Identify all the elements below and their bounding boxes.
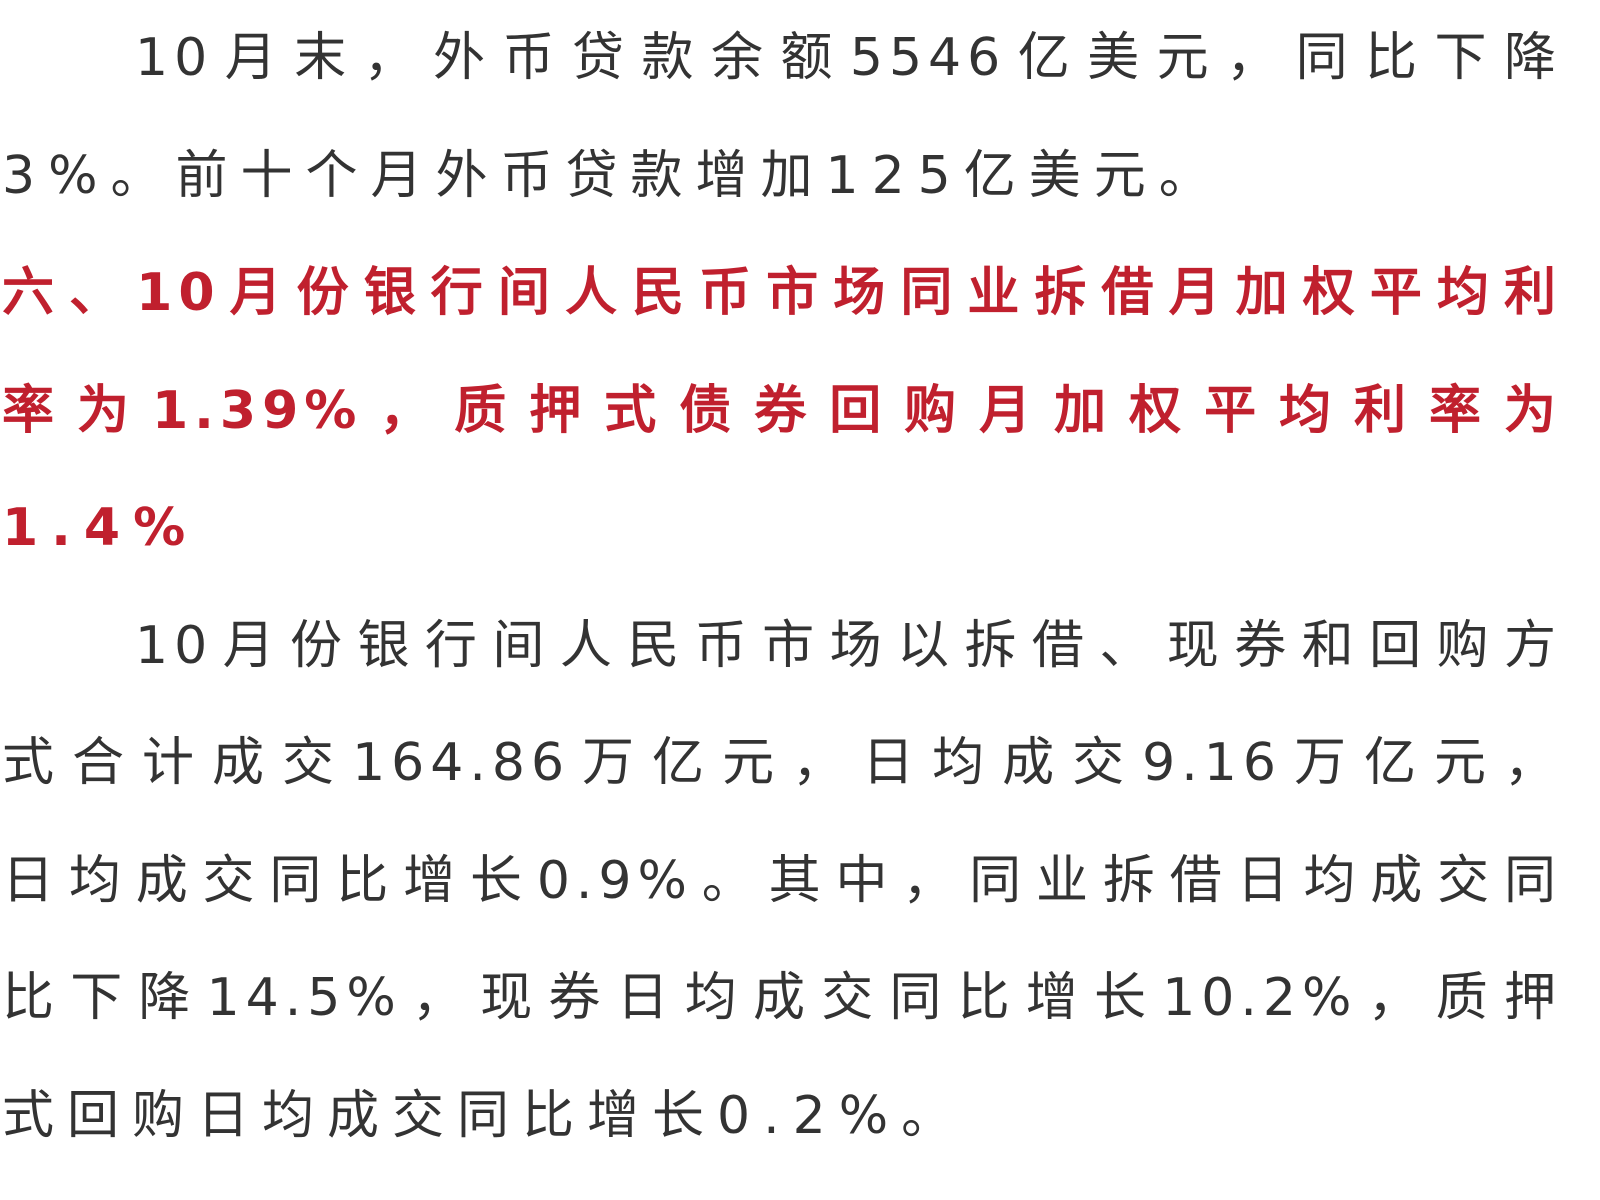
text-line: 3%。前十个月外币贷款增加125亿美元。 — [2, 145, 1224, 206]
text-line: 式合计成交164.86万亿元，日均成交9.16万亿元， — [2, 733, 1562, 793]
text-line: 日均成交同比增长0.9%。其中，同业拆借日均成交同 — [2, 850, 1562, 911]
document: 10月末，外币贷款余额5546亿美元，同比下降 3%。前十个月外币贷款增加125… — [2, 0, 1562, 1176]
paragraph-interbank-market: 10月份银行间人民币市场以拆借、现券和回购方 式合计成交164.86万亿元，日均… — [2, 588, 1562, 1176]
text-line: 式回购日均成交同比增长0.2%。 — [2, 1085, 967, 1146]
text-line: 10月末，外币贷款余额5546亿美元，同比下降 — [135, 28, 1562, 88]
section-heading: 六、10月份银行间人民币市场同业拆借月加权平均利 率为1.39%，质押式债券回购… — [2, 235, 1562, 588]
heading-line: 率为1.39%，质押式债券回购月加权平均利率为 — [2, 380, 1562, 441]
text-line: 10月份银行间人民币市场以拆借、现券和回购方 — [135, 615, 1562, 676]
heading-line: 六、10月份银行间人民币市场同业拆借月加权平均利 — [2, 263, 1562, 323]
paragraph-foreign-currency-loans: 10月末，外币贷款余额5546亿美元，同比下降 3%。前十个月外币贷款增加125… — [2, 0, 1562, 235]
heading-line: 1.4% — [2, 498, 199, 558]
text-line: 比下降14.5%，现券日均成交同比增长10.2%，质押 — [2, 968, 1562, 1028]
